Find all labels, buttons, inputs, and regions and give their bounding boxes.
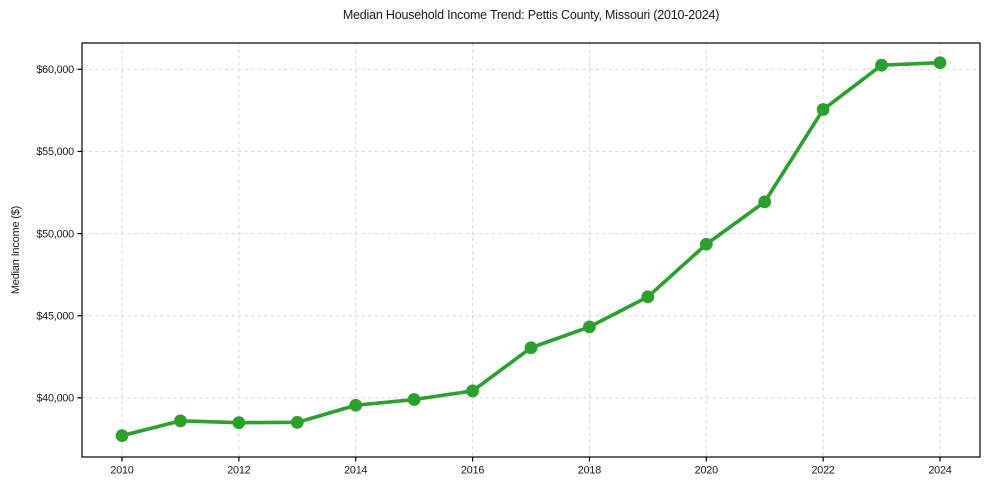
y-tick-label: $55,000	[36, 146, 74, 158]
x-tick-label: 2018	[578, 465, 601, 477]
data-point	[816, 103, 830, 116]
data-point	[407, 393, 421, 406]
x-tick-label: 2022	[812, 465, 835, 477]
x-tick-label: 2024	[928, 465, 951, 477]
data-point	[583, 320, 596, 334]
data-line	[120, 60, 942, 438]
x-tick-label: 2014	[344, 465, 367, 477]
data-point	[699, 237, 713, 251]
plot-frame	[81, 42, 981, 458]
data-point	[290, 415, 304, 429]
x-tick-label: 2010	[110, 465, 133, 477]
data-point	[758, 195, 772, 209]
data-point	[466, 384, 479, 398]
data-point	[933, 56, 947, 70]
data-point	[524, 341, 538, 355]
x-tick-label: 2012	[227, 465, 250, 477]
data-point	[875, 58, 888, 72]
data-point	[232, 416, 246, 430]
y-tick-label: $50,000	[36, 228, 74, 240]
y-tick-label: $45,000	[36, 311, 74, 323]
y-tick-label: $40,000	[36, 393, 74, 405]
data-point	[349, 398, 363, 412]
data-point	[641, 290, 655, 304]
data-point	[115, 429, 129, 443]
x-tick-label: 2016	[461, 465, 484, 477]
y-tick-label: $60,000	[36, 64, 74, 76]
x-tick-label: 2020	[695, 465, 718, 477]
data-point	[174, 414, 187, 428]
chart-title: Median Household Income Trend: Pettis Co…	[342, 8, 720, 22]
